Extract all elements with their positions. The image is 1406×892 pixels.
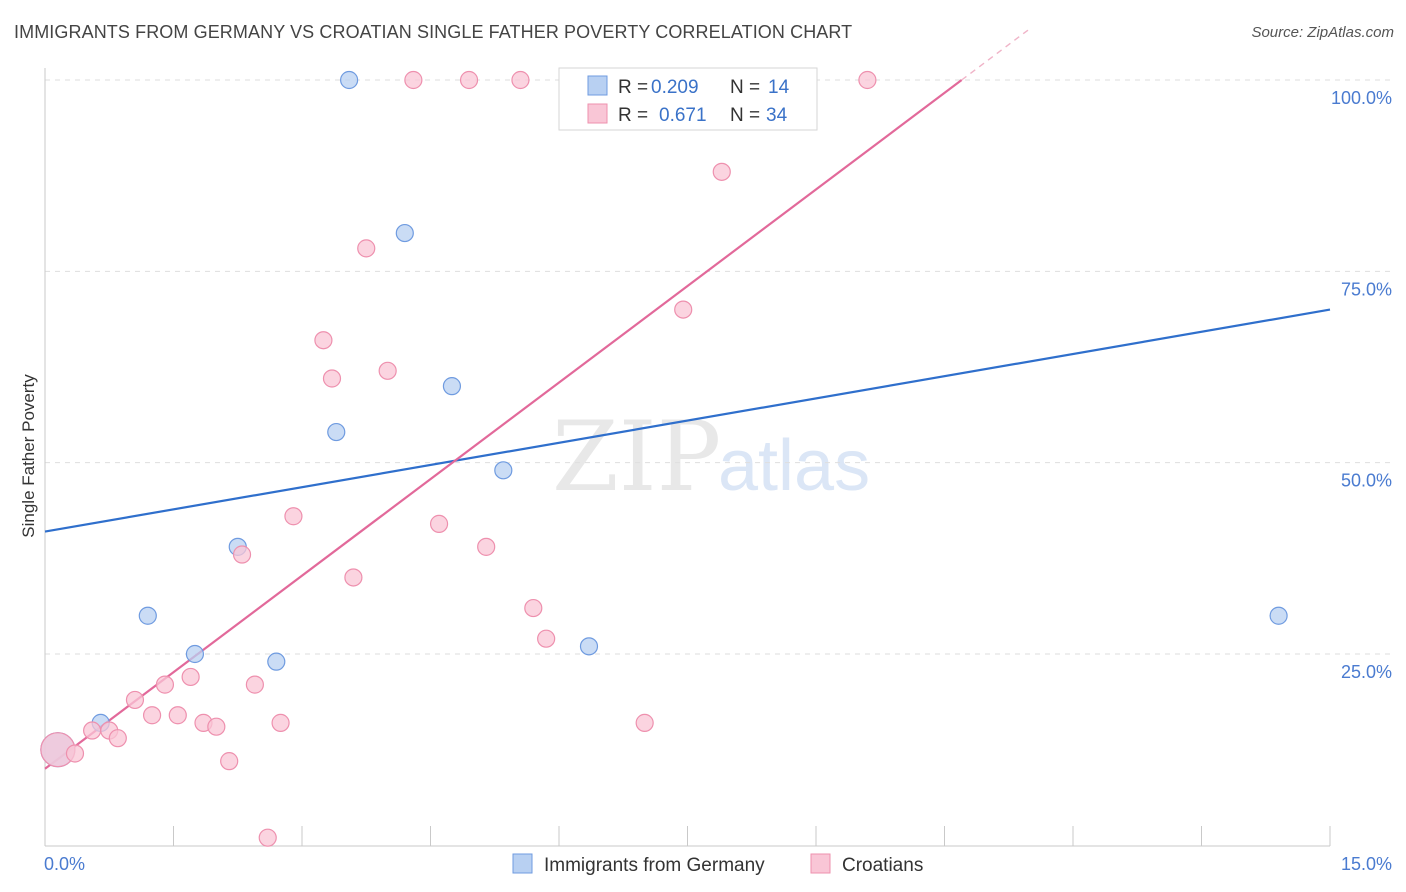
y-tick-label: 50.0% bbox=[1341, 471, 1392, 491]
x-tick-marks bbox=[173, 826, 1331, 846]
point-croatians bbox=[83, 721, 102, 740]
point-croatians bbox=[271, 713, 290, 732]
point-croatians bbox=[168, 706, 187, 725]
y-tick-label: 25.0% bbox=[1341, 662, 1392, 682]
source-label: Source: ZipAtlas.com bbox=[1251, 24, 1394, 41]
point-croatians bbox=[207, 717, 226, 736]
legend-swatch-germany bbox=[587, 75, 608, 96]
point-croatians bbox=[635, 713, 654, 732]
point-croatians bbox=[357, 239, 376, 258]
y-tick-label: 75.0% bbox=[1341, 279, 1392, 299]
legend-r-label-1: R = bbox=[618, 77, 648, 98]
point-croatians bbox=[125, 690, 145, 710]
data-points bbox=[40, 70, 1288, 847]
y-tick-labels: 100.0% 75.0% 50.0% 25.0% bbox=[1331, 88, 1392, 682]
point-germany bbox=[395, 223, 414, 243]
legend-r-value-2: 0.671 bbox=[659, 105, 707, 126]
point-croatians bbox=[220, 752, 239, 771]
watermark-zip: ZIP bbox=[552, 401, 721, 513]
watermark-atlas: atlas bbox=[718, 426, 870, 506]
point-croatians bbox=[537, 629, 556, 648]
point-croatians bbox=[344, 568, 363, 587]
point-croatians bbox=[155, 675, 175, 694]
point-croatians bbox=[511, 70, 530, 90]
point-croatians bbox=[142, 706, 162, 725]
point-germany bbox=[138, 606, 157, 625]
point-germany bbox=[327, 422, 346, 442]
point-croatians bbox=[284, 507, 303, 526]
trend-line-croatians-extension bbox=[961, 27, 1031, 81]
point-croatians bbox=[322, 369, 342, 388]
point-croatians bbox=[378, 361, 397, 380]
point-croatians bbox=[258, 828, 277, 847]
point-germany bbox=[494, 461, 513, 480]
point-croatians bbox=[245, 675, 264, 694]
point-germany bbox=[267, 652, 286, 671]
point-croatians bbox=[459, 70, 479, 90]
point-germany bbox=[442, 377, 462, 396]
point-germany bbox=[185, 644, 205, 664]
y-tick-label: 100.0% bbox=[1331, 88, 1392, 108]
legend-swatch-croatians bbox=[587, 103, 608, 124]
bottom-legend-croatians: Croatians bbox=[842, 855, 923, 876]
point-croatians bbox=[524, 598, 543, 618]
bottom-legend-germany: Immigrants from Germany bbox=[544, 855, 765, 876]
legend-n-value-2: 34 bbox=[766, 105, 788, 126]
point-croatians bbox=[477, 537, 496, 556]
series-legend: Immigrants from Germany Croatians bbox=[512, 853, 923, 876]
point-croatians bbox=[108, 729, 127, 748]
point-croatians bbox=[674, 300, 693, 319]
point-croatians bbox=[858, 70, 877, 90]
point-croatians bbox=[314, 331, 333, 350]
chart-title: IMMIGRANTS FROM GERMANY VS CROATIAN SING… bbox=[14, 22, 853, 42]
point-croatians bbox=[181, 667, 200, 687]
bottom-legend-swatch-croatians bbox=[810, 853, 831, 874]
point-germany bbox=[340, 70, 359, 90]
point-croatians bbox=[232, 545, 252, 564]
legend-r-label-2: R = bbox=[618, 105, 648, 126]
point-croatians bbox=[404, 70, 423, 90]
legend-n-value-1: 14 bbox=[768, 77, 790, 98]
legend-r-value-1: 0.209 bbox=[651, 77, 699, 98]
trend-line-croatians bbox=[44, 79, 963, 770]
point-germany bbox=[1269, 606, 1288, 625]
y-axis-label: Single Father Poverty bbox=[19, 374, 38, 538]
trend-line-germany bbox=[44, 308, 1331, 533]
legend-n-label-1: N = bbox=[730, 77, 760, 98]
trend-lines bbox=[44, 27, 1331, 770]
x-tick-label-min: 0.0% bbox=[44, 854, 85, 874]
point-croatians bbox=[712, 162, 731, 181]
bottom-legend-swatch-germany bbox=[512, 853, 533, 874]
stats-legend: R = 0.209 N = 14 R = 0.671 N = 34 bbox=[558, 67, 818, 131]
point-croatians bbox=[429, 514, 449, 533]
point-croatians bbox=[65, 744, 85, 763]
point-germany bbox=[579, 637, 599, 656]
x-tick-label-max: 15.0% bbox=[1341, 854, 1392, 874]
legend-n-label-2: N = bbox=[730, 105, 760, 126]
